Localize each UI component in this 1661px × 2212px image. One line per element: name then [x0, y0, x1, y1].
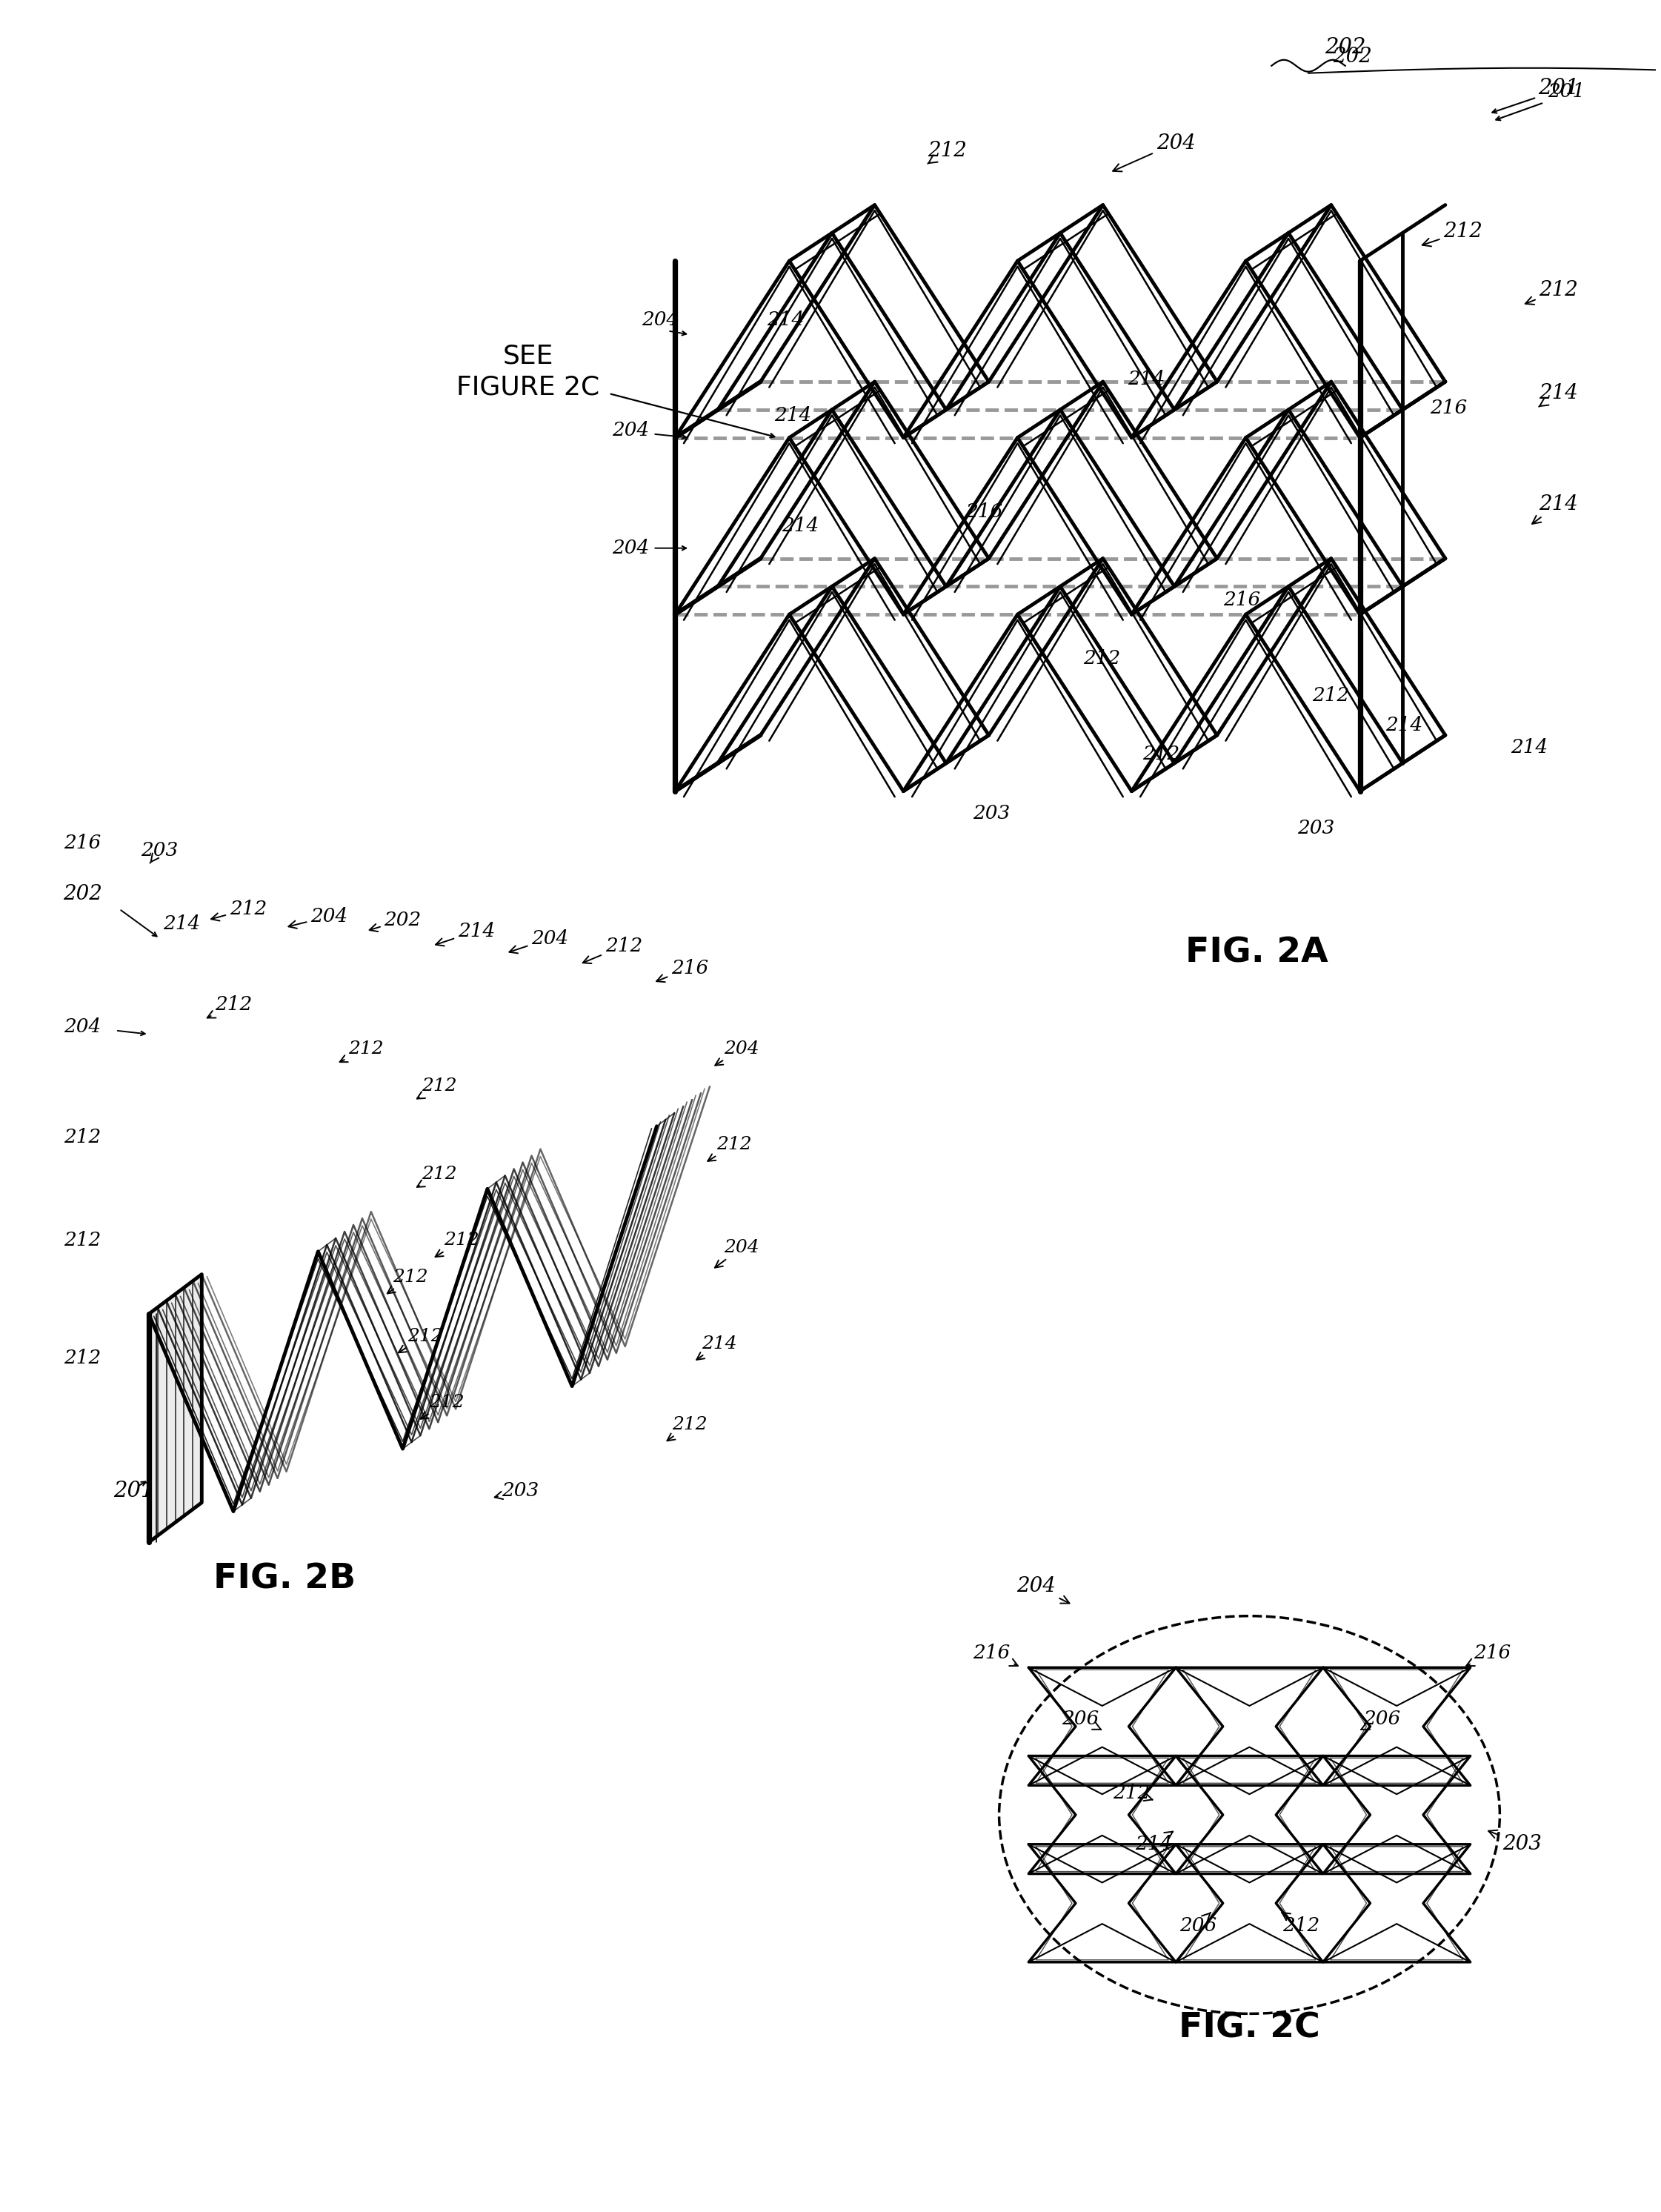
- Text: 214: 214: [1385, 717, 1423, 734]
- Text: 204: 204: [63, 1018, 101, 1035]
- Text: 203: 203: [141, 841, 178, 863]
- Text: 214: 214: [767, 310, 804, 330]
- Text: 212: 212: [341, 1040, 384, 1062]
- Text: 214: 214: [163, 914, 201, 933]
- Text: 216: 216: [973, 1644, 1018, 1666]
- Polygon shape: [149, 1274, 201, 1542]
- Text: 214: 214: [696, 1336, 737, 1360]
- Text: 201: 201: [1538, 77, 1580, 97]
- Text: 204: 204: [289, 907, 347, 929]
- Text: 203: 203: [1297, 818, 1334, 838]
- Text: 212: 212: [1422, 221, 1483, 246]
- Text: 204: 204: [716, 1040, 759, 1066]
- Text: 212: 212: [211, 900, 267, 920]
- Text: 202: 202: [1332, 46, 1372, 66]
- Text: 204: 204: [1017, 1577, 1070, 1604]
- Text: 212: 212: [1525, 281, 1578, 305]
- Text: 212: 212: [1083, 650, 1121, 668]
- Text: FIG. 2A: FIG. 2A: [1186, 936, 1329, 969]
- Text: FIG. 2B: FIG. 2B: [214, 1562, 355, 1595]
- Text: 204: 204: [641, 310, 679, 330]
- Text: 212: 212: [420, 1394, 465, 1418]
- Text: 212: 212: [1113, 1783, 1153, 1803]
- Text: 202: 202: [1324, 38, 1365, 58]
- Text: 204: 204: [613, 540, 649, 557]
- Text: SEE
FIGURE 2C: SEE FIGURE 2C: [457, 343, 600, 400]
- Text: 214: 214: [1510, 739, 1548, 757]
- Text: 204: 204: [1113, 133, 1196, 173]
- Text: 214: 214: [1134, 1832, 1173, 1854]
- Text: 212: 212: [1312, 686, 1349, 706]
- Text: 212: 212: [928, 139, 967, 164]
- Text: 214: 214: [1128, 369, 1164, 387]
- Text: 204: 204: [510, 929, 568, 953]
- Text: 203: 203: [495, 1482, 540, 1500]
- Text: 202: 202: [63, 885, 101, 905]
- Text: 212: 212: [63, 1349, 101, 1367]
- Text: 206: 206: [1360, 1710, 1400, 1730]
- Text: 214: 214: [782, 518, 819, 535]
- Text: 212: 212: [208, 995, 252, 1018]
- Text: 203: 203: [1488, 1829, 1541, 1854]
- Text: 214: 214: [1538, 383, 1578, 407]
- Text: 206: 206: [1179, 1913, 1216, 1936]
- Text: 212: 212: [583, 936, 643, 964]
- Text: FIG. 2C: FIG. 2C: [1179, 2011, 1320, 2046]
- Text: 212: 212: [417, 1077, 457, 1099]
- Text: 212: 212: [435, 1232, 480, 1256]
- Text: 212: 212: [417, 1166, 457, 1188]
- Text: 212: 212: [399, 1327, 442, 1352]
- Text: 202: 202: [369, 911, 422, 931]
- Text: 201: 201: [1548, 82, 1585, 102]
- Text: 212: 212: [668, 1416, 708, 1440]
- Text: 201: 201: [113, 1480, 154, 1502]
- Text: 204: 204: [714, 1239, 759, 1267]
- Text: 212: 212: [708, 1137, 752, 1161]
- Text: 204: 204: [613, 420, 649, 440]
- Text: 214: 214: [774, 407, 812, 425]
- Text: 214: 214: [435, 922, 495, 947]
- Text: 214: 214: [1531, 493, 1578, 524]
- Text: 216: 216: [1430, 398, 1467, 418]
- Text: 216: 216: [1467, 1644, 1512, 1666]
- Text: 203: 203: [973, 803, 1010, 823]
- Text: 216: 216: [1224, 591, 1261, 608]
- Text: 216: 216: [63, 834, 101, 852]
- Text: 216: 216: [656, 958, 709, 982]
- Text: 212: 212: [1143, 745, 1179, 763]
- Text: 206: 206: [1061, 1710, 1101, 1730]
- Text: 212: 212: [387, 1270, 429, 1294]
- Text: 212: 212: [1282, 1913, 1319, 1936]
- Text: 216: 216: [965, 502, 1003, 520]
- Text: 212: 212: [63, 1128, 101, 1146]
- Text: 212: 212: [63, 1232, 101, 1250]
